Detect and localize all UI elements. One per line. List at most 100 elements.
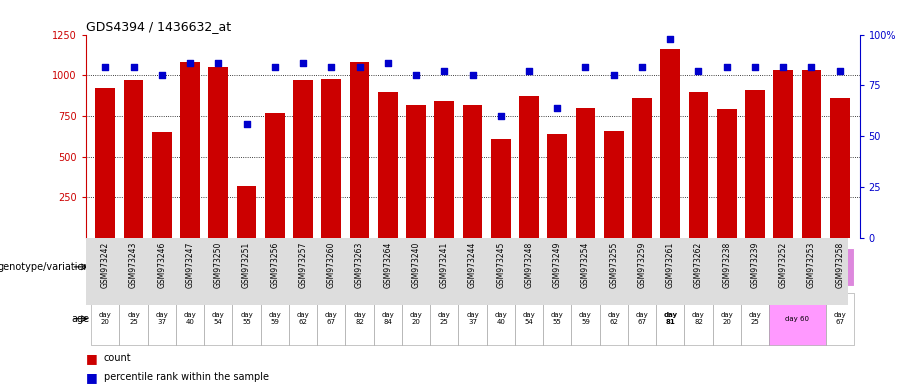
Bar — [830, 98, 850, 238]
Point — [267, 64, 282, 70]
Bar — [237, 186, 256, 238]
Point — [719, 64, 733, 70]
Bar — [491, 139, 510, 238]
Bar — [265, 113, 284, 238]
Bar — [770, 293, 825, 344]
Bar — [661, 49, 680, 238]
Text: GSM973257: GSM973257 — [299, 242, 308, 288]
Text: day
62: day 62 — [297, 312, 310, 325]
Text: GSM973251: GSM973251 — [242, 242, 251, 288]
Point — [607, 72, 621, 78]
Text: GSM973256: GSM973256 — [270, 242, 279, 288]
Bar — [713, 248, 854, 286]
Bar — [628, 293, 656, 344]
Point — [437, 68, 452, 74]
Point — [126, 64, 140, 70]
Bar — [519, 96, 539, 238]
Text: GSM973260: GSM973260 — [327, 242, 336, 288]
Text: count: count — [104, 353, 131, 363]
Text: ■: ■ — [86, 371, 97, 384]
Bar — [378, 91, 398, 238]
Text: GSM973253: GSM973253 — [807, 242, 816, 288]
Bar — [321, 78, 341, 238]
Text: day
37: day 37 — [466, 312, 479, 325]
Bar — [176, 293, 204, 344]
Text: day
54: day 54 — [212, 312, 225, 325]
Text: GSM973255: GSM973255 — [609, 242, 618, 288]
Point — [634, 64, 649, 70]
Bar — [123, 80, 143, 238]
Bar — [209, 67, 229, 238]
Text: day
40: day 40 — [184, 312, 196, 325]
Bar — [402, 248, 713, 286]
Bar — [261, 293, 289, 344]
Bar — [349, 62, 369, 238]
Bar — [180, 62, 200, 238]
Text: day
20: day 20 — [720, 312, 733, 325]
Point — [832, 68, 847, 74]
Point — [493, 113, 508, 119]
Text: GSM973262: GSM973262 — [694, 242, 703, 288]
Point — [212, 60, 226, 66]
Text: day
25: day 25 — [127, 312, 140, 325]
Text: day
81: day 81 — [663, 312, 678, 325]
Text: GSM973258: GSM973258 — [835, 242, 844, 288]
Bar — [463, 104, 482, 238]
Text: day
40: day 40 — [494, 312, 507, 325]
Bar — [346, 293, 374, 344]
Text: age: age — [72, 314, 90, 324]
Text: GSM973250: GSM973250 — [214, 242, 223, 288]
Bar — [515, 293, 543, 344]
Text: GSM973241: GSM973241 — [440, 242, 449, 288]
Bar — [95, 88, 115, 238]
Text: GSM973259: GSM973259 — [637, 242, 646, 288]
Bar — [547, 134, 567, 238]
Text: GSM973261: GSM973261 — [666, 242, 675, 288]
Point — [239, 121, 254, 127]
Point — [296, 60, 310, 66]
Text: day
59: day 59 — [268, 312, 281, 325]
Bar — [487, 293, 515, 344]
Text: genotype/variation: genotype/variation — [0, 262, 90, 272]
Text: day 60: day 60 — [786, 316, 809, 322]
Text: day
25: day 25 — [749, 312, 761, 325]
Bar — [289, 293, 317, 344]
Text: percentile rank within the sample: percentile rank within the sample — [104, 372, 268, 382]
Text: day
67: day 67 — [635, 312, 648, 325]
Text: Npc+/+ control: Npc+/+ control — [740, 262, 826, 272]
Bar — [317, 293, 346, 344]
Point — [409, 72, 423, 78]
Bar — [374, 293, 402, 344]
Bar — [773, 70, 793, 238]
Text: GDS4394 / 1436632_at: GDS4394 / 1436632_at — [86, 20, 230, 33]
Bar — [458, 293, 487, 344]
Bar — [604, 131, 624, 238]
Bar — [402, 293, 430, 344]
Point — [776, 64, 790, 70]
Text: Npc-/-: Npc-/- — [230, 262, 263, 272]
Bar — [406, 104, 426, 238]
Bar — [745, 90, 765, 238]
Text: day
67: day 67 — [325, 312, 338, 325]
Bar — [293, 80, 313, 238]
Point — [352, 64, 366, 70]
Text: GSM973245: GSM973245 — [496, 242, 505, 288]
Bar — [232, 293, 261, 344]
Bar — [572, 293, 599, 344]
Bar — [91, 293, 120, 344]
Bar — [120, 293, 148, 344]
Text: GSM973240: GSM973240 — [411, 242, 420, 288]
Text: day
25: day 25 — [438, 312, 451, 325]
Bar — [576, 108, 596, 238]
Text: day
55: day 55 — [240, 312, 253, 325]
Bar — [713, 293, 741, 344]
Point — [522, 68, 536, 74]
Bar — [632, 98, 652, 238]
Text: day
20: day 20 — [410, 312, 422, 325]
Text: GSM973248: GSM973248 — [525, 242, 534, 288]
Text: ■: ■ — [86, 352, 97, 364]
Text: GSM973238: GSM973238 — [722, 242, 731, 288]
Text: GSM973242: GSM973242 — [101, 242, 110, 288]
Bar — [430, 293, 458, 344]
Point — [579, 64, 593, 70]
